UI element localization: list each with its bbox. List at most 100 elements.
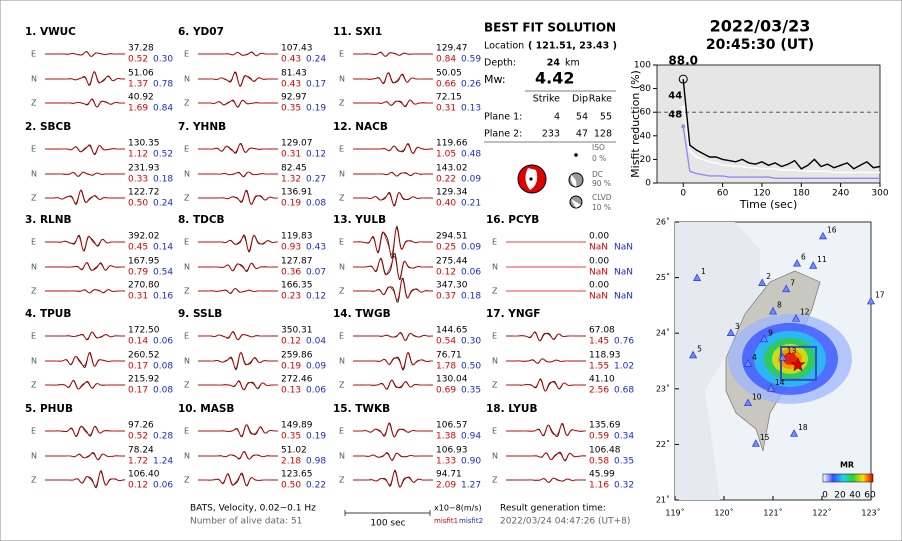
component: N [184, 170, 190, 179]
lon-label: 122˚ [812, 508, 831, 518]
synthetic-trace [45, 353, 125, 367]
misfit1: misfit1 [434, 517, 458, 525]
component-value: 0 % [592, 154, 606, 163]
colorbar [822, 473, 874, 483]
amplitude: 37.28 [128, 44, 154, 54]
misfit2: 0.04 [306, 337, 326, 347]
amplitude: 275.44 [436, 257, 468, 267]
station-label: 6. YD07 [178, 26, 224, 38]
dc-icon-part [570, 175, 577, 187]
amplitude: 82.45 [281, 164, 307, 174]
misfit2: 0.48 [461, 150, 481, 160]
misfit2: 0.06 [153, 337, 173, 347]
p-axis [529, 177, 533, 181]
station-label: 4. TPUB [25, 308, 71, 320]
amplitude: 129.07 [281, 139, 313, 149]
amplitude: 130.35 [128, 139, 160, 149]
misfit1: 0.12 [436, 268, 456, 278]
synthetic-trace [198, 171, 278, 177]
misfit2: 0.18 [461, 292, 481, 302]
depth-unit: km [565, 58, 580, 69]
misfit1: 0.23 [281, 292, 301, 302]
misfit2: 0.21 [461, 199, 481, 209]
misfit1: 0.66 [436, 80, 456, 90]
synthetic-trace [506, 477, 586, 483]
misfit1: 1.05 [436, 150, 456, 160]
y-tick-label: 20 [640, 155, 652, 165]
mw-label: Mw: [484, 73, 506, 86]
annotation: 44 [668, 90, 682, 101]
component: Z [492, 476, 498, 485]
synthetic-trace [45, 380, 125, 390]
y-tick-label: 100 [634, 61, 651, 71]
component: N [339, 170, 345, 179]
y-tick-label: 80 [640, 84, 652, 94]
solution: BEST FIT SOLUTION Location ( 121.51, 23.… [484, 21, 617, 213]
component: Z [184, 381, 190, 390]
amplitude: 78.24 [128, 446, 154, 456]
station [782, 284, 791, 293]
lat-label: 24˚ [656, 328, 670, 338]
station [866, 296, 876, 305]
plane-value: 128 [594, 129, 612, 140]
amplitude: 40.92 [128, 93, 154, 103]
plane-value: 47 [576, 129, 588, 140]
synthetic-trace [198, 262, 278, 272]
amplitude: 127.87 [281, 257, 313, 267]
location: ( 121.51, 23.43 ) [528, 41, 617, 52]
misfit1: 1.55 [589, 362, 609, 372]
synthetic-trace [506, 379, 586, 392]
amplitude: 231.93 [128, 164, 160, 174]
station-number: 10 [752, 392, 762, 401]
component: N [492, 263, 498, 272]
component-label: ISO [592, 143, 605, 152]
misfit2: 0.08 [153, 362, 173, 372]
misfit1: 0.52 [128, 432, 148, 442]
misfit1: 0.52 [128, 55, 148, 65]
misfit1: 0.19 [281, 199, 301, 209]
misfit2: 0.76 [614, 337, 634, 347]
misfit1: 0.43 [281, 80, 301, 90]
amplitude: 215.92 [128, 375, 160, 385]
lon-label: 121˚ [763, 508, 782, 518]
misfit1: 0.17 [128, 362, 148, 372]
station-number: 14 [775, 378, 785, 387]
station [758, 278, 767, 286]
amplitude: 136.91 [281, 188, 313, 198]
series-line [682, 79, 881, 170]
synthetic-trace [353, 191, 433, 206]
misfit1: 1.72 [128, 457, 148, 467]
synthetic-trace [45, 425, 125, 437]
misfit2: 0.19 [306, 432, 326, 442]
epicenter [790, 357, 806, 372]
station-label: 18. LYUB [486, 403, 537, 415]
station [809, 261, 818, 269]
component: Z [492, 381, 498, 390]
station-number: 4 [752, 353, 757, 362]
amplitude: 50.05 [436, 69, 462, 79]
synthetic-trace [45, 99, 125, 108]
misfit2: NaN [614, 268, 633, 278]
misfit2: 0.43 [306, 243, 326, 253]
misfit2: 0.06 [306, 386, 326, 396]
amplitude: 0.00 [589, 257, 609, 267]
misfit1: 0.54 [436, 337, 456, 347]
synthetic-trace [45, 171, 125, 177]
amplitude: 72.15 [436, 93, 462, 103]
synthetic-trace [45, 235, 125, 251]
misfit1: 1.69 [128, 104, 148, 114]
synthetic-trace [506, 331, 586, 342]
amplitude: 347.30 [436, 281, 468, 291]
component: Z [492, 287, 498, 296]
component: N [31, 357, 37, 366]
series-line [682, 126, 880, 179]
component-label: DC [592, 170, 603, 179]
amplitude: 67.08 [589, 326, 615, 336]
misfit2: 0.52 [153, 150, 173, 160]
misfit2: 1.02 [614, 362, 634, 372]
gen-label: Result generation time: [500, 504, 606, 514]
synthetic-trace [198, 424, 278, 437]
planes: Strike Dip Rake Plane 1: 4 54 55 Plane 2: 233 47 1… [484, 94, 612, 213]
date: 2022/03/23 [710, 17, 811, 36]
synthetic-trace [198, 331, 278, 341]
